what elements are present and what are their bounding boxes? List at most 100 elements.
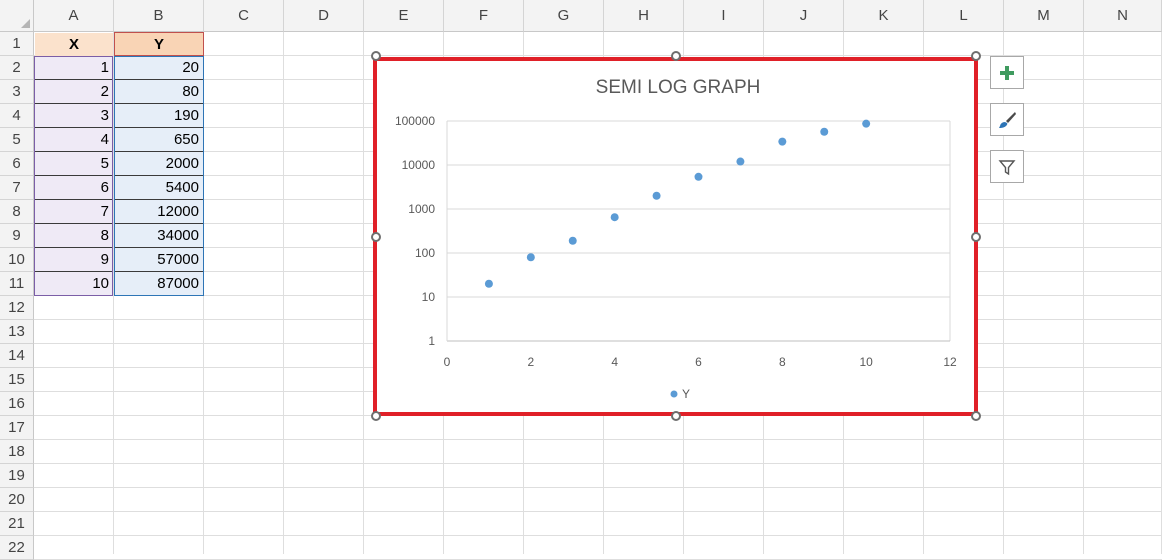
row-header-22[interactable]: 22 — [0, 536, 34, 560]
chart-elements-button[interactable] — [990, 56, 1024, 89]
grid-line — [34, 55, 1162, 56]
data-point[interactable] — [820, 127, 829, 136]
column-header-d[interactable]: D — [284, 0, 364, 32]
column-header-g[interactable]: G — [524, 0, 604, 32]
data-point[interactable] — [778, 137, 787, 146]
column-header-a[interactable]: A — [34, 0, 114, 32]
resize-handle-top-right[interactable] — [971, 51, 981, 61]
data-point[interactable] — [526, 253, 535, 262]
grid-line — [34, 463, 1162, 464]
table-cell-x[interactable]: 9 — [35, 248, 113, 272]
table-cell-y[interactable]: 20 — [115, 56, 203, 80]
column-header-e[interactable]: E — [364, 0, 444, 32]
resize-handle-top[interactable] — [671, 51, 681, 61]
row-header-4[interactable]: 4 — [0, 104, 34, 128]
row-header-6[interactable]: 6 — [0, 152, 34, 176]
scatter-chart: SEMI LOG GRAPH 1 10 100 1000 10000 100000 0 2 4 6… — [395, 77, 957, 401]
header-cell-x[interactable]: X — [35, 33, 113, 56]
data-point[interactable] — [484, 279, 493, 288]
row-header-20[interactable]: 20 — [0, 488, 34, 512]
data-point[interactable] — [736, 157, 745, 166]
row-header-2[interactable]: 2 — [0, 56, 34, 80]
row-header-11[interactable]: 11 — [0, 272, 34, 296]
column-header-n[interactable]: N — [1084, 0, 1162, 32]
x-tick-label: 2 — [527, 355, 534, 369]
table-cell-x[interactable]: 3 — [35, 104, 113, 128]
row-header-12[interactable]: 12 — [0, 296, 34, 320]
resize-handle-bottom-left[interactable] — [371, 411, 381, 421]
y-tick-label: 100000 — [395, 114, 435, 128]
column-header-m[interactable]: M — [1004, 0, 1084, 32]
row-header-17[interactable]: 17 — [0, 416, 34, 440]
chart-styles-button[interactable] — [990, 103, 1024, 136]
row-header-16[interactable]: 16 — [0, 392, 34, 416]
table-cell-x[interactable]: 5 — [35, 152, 113, 176]
column-header-j[interactable]: J — [764, 0, 844, 32]
column-header-h[interactable]: H — [604, 0, 684, 32]
row-header-13[interactable]: 13 — [0, 320, 34, 344]
table-cell-x[interactable]: 4 — [35, 128, 113, 152]
row-header-19[interactable]: 19 — [0, 464, 34, 488]
table-cell-y[interactable]: 87000 — [115, 272, 203, 296]
x-tick-label: 8 — [779, 355, 786, 369]
chart-title[interactable]: SEMI LOG GRAPH — [596, 77, 761, 98]
row-header-7[interactable]: 7 — [0, 176, 34, 200]
resize-handle-bottom-right[interactable] — [971, 411, 981, 421]
row-header-3[interactable]: 3 — [0, 80, 34, 104]
data-point[interactable] — [862, 119, 871, 128]
table-cell-y[interactable]: 650 — [115, 128, 203, 152]
row-header-9[interactable]: 9 — [0, 224, 34, 248]
table-cell-x[interactable]: 7 — [35, 200, 113, 224]
chart-area[interactable]: SEMI LOG GRAPH 1 10 100 1000 10000 100000 0 2 4 6… — [373, 57, 978, 416]
data-point[interactable] — [568, 236, 577, 245]
row-header-14[interactable]: 14 — [0, 344, 34, 368]
row-header-8[interactable]: 8 — [0, 200, 34, 224]
x-tick-label: 6 — [695, 355, 702, 369]
select-all-corner[interactable] — [0, 0, 34, 32]
column-header-b[interactable]: B — [114, 0, 204, 32]
table-cell-x[interactable]: 8 — [35, 224, 113, 248]
data-point[interactable] — [694, 172, 703, 181]
table-cell-y[interactable]: 57000 — [115, 248, 203, 272]
table-cell-y[interactable]: 34000 — [115, 224, 203, 248]
column-header-f[interactable]: F — [444, 0, 524, 32]
column-header-c[interactable]: C — [204, 0, 284, 32]
table-cell-y[interactable]: 80 — [115, 80, 203, 104]
chart-filters-button[interactable] — [990, 150, 1024, 183]
grid-line — [34, 439, 1162, 440]
resize-handle-left[interactable] — [371, 232, 381, 242]
resize-handle-right[interactable] — [971, 232, 981, 242]
data-point[interactable] — [652, 191, 661, 200]
table-cell-y[interactable]: 12000 — [115, 200, 203, 224]
x-tick-label: 12 — [943, 355, 957, 369]
grid-line — [1083, 32, 1084, 554]
row-header-10[interactable]: 10 — [0, 248, 34, 272]
table-cell-y[interactable]: 2000 — [115, 152, 203, 176]
row-header-5[interactable]: 5 — [0, 128, 34, 152]
plot-area[interactable]: 1 10 100 1000 10000 100000 0 2 4 6 8 10 12 — [395, 114, 957, 369]
table-cell-x[interactable]: 6 — [35, 176, 113, 200]
grid-line — [113, 32, 114, 554]
legend[interactable]: Y — [670, 387, 691, 401]
y-tick-label: 1 — [428, 334, 435, 348]
table-cell-x[interactable]: 1 — [35, 56, 113, 80]
table-cell-x[interactable]: 10 — [35, 272, 113, 296]
row-header-15[interactable]: 15 — [0, 368, 34, 392]
table-cell-y[interactable]: 5400 — [115, 176, 203, 200]
legend-marker — [670, 390, 678, 398]
row-header-18[interactable]: 18 — [0, 440, 34, 464]
data-point[interactable] — [610, 213, 619, 222]
column-header-k[interactable]: K — [844, 0, 924, 32]
resize-handle-bottom[interactable] — [671, 411, 681, 421]
table-cell-x[interactable]: 2 — [35, 80, 113, 104]
column-header-i[interactable]: I — [684, 0, 764, 32]
grid-line — [203, 32, 204, 554]
x-tick-label: 0 — [444, 355, 451, 369]
row-header-1[interactable]: 1 — [0, 32, 34, 56]
table-cell-y[interactable]: 190 — [115, 104, 203, 128]
resize-handle-top-left[interactable] — [371, 51, 381, 61]
row-header-21[interactable]: 21 — [0, 512, 34, 536]
grid-line — [34, 487, 1162, 488]
column-header-l[interactable]: L — [924, 0, 1004, 32]
header-cell-y[interactable]: Y — [115, 33, 203, 56]
